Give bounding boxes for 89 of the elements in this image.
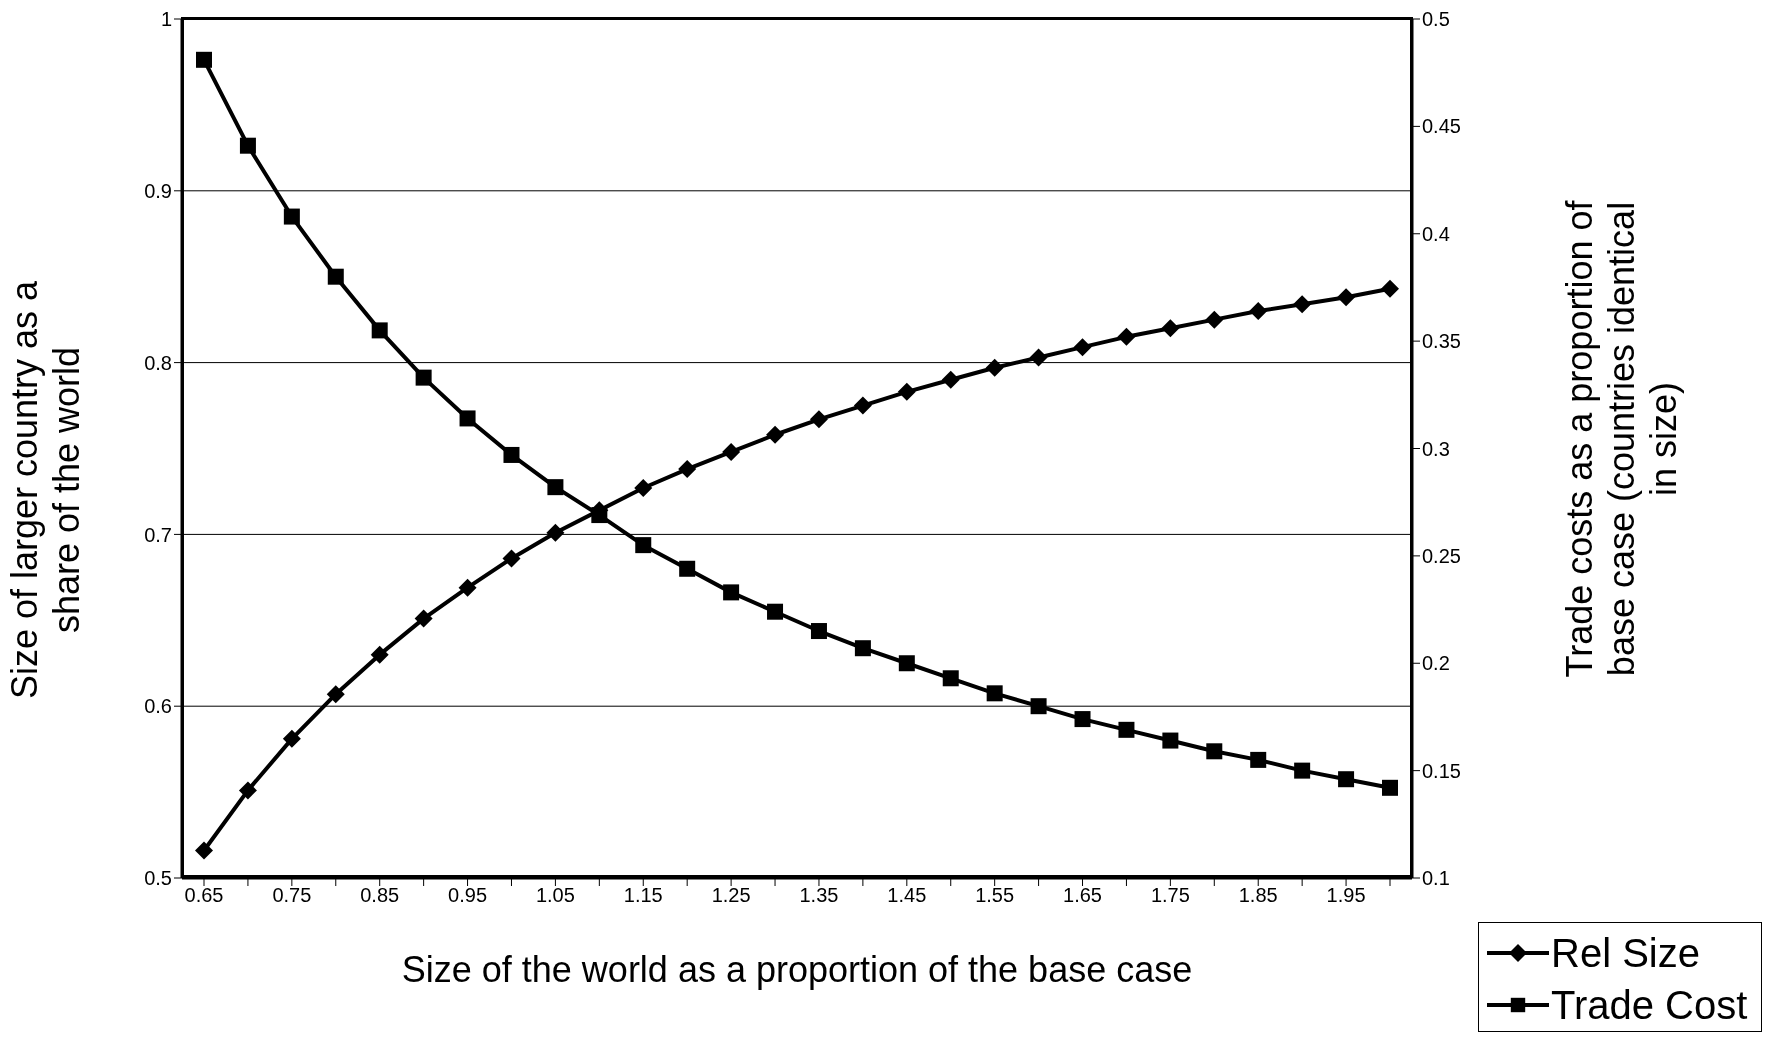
point [195,841,213,860]
x-tick-label: 1.65 [1063,884,1102,907]
point [327,268,344,285]
x-tick-label: 1.05 [535,884,575,907]
point [679,560,696,577]
x-tick-label: 0.65 [184,884,224,907]
x-tick-label: 1.25 [711,884,751,907]
point [810,623,827,640]
point [722,442,741,461]
point [546,523,565,542]
point [985,358,1004,377]
point [942,670,959,687]
point [941,370,960,389]
point [898,655,915,672]
point [1293,295,1312,314]
point [282,729,301,748]
y2-tick-label: 0.45 [1422,115,1461,138]
point [678,460,697,479]
x-tick-label: 1.35 [799,884,839,907]
point [414,609,433,628]
point [1338,771,1355,788]
y-tick-label: 0.7 [144,523,172,546]
point [897,382,916,401]
point [547,479,564,496]
point [283,208,300,225]
y-tick-label: 0.5 [144,867,172,890]
point [1337,288,1356,307]
y2-axis-title: Trade costs as a proportion of base case (countries identical in size) [1559,199,1684,678]
point [326,685,345,704]
x-tick-label: 1.45 [887,884,927,907]
x-tick-label: 0.85 [360,884,400,907]
point [1205,310,1224,329]
point [503,446,520,463]
point [371,322,388,339]
point [459,410,476,427]
x-tick-label: 1.15 [623,884,663,907]
y2-tick-label: 0.5 [1422,8,1450,31]
y-tick-label: 0.9 [144,179,172,202]
y2-tick-label: 0.35 [1422,330,1461,353]
point [766,425,785,444]
point [196,51,212,68]
point [1294,762,1311,779]
y2-tick-label: 0.2 [1422,652,1450,675]
legend-label: Rel Size [1551,930,1700,977]
point [767,603,784,620]
x-tick-label: 0.75 [272,884,312,907]
y2-tick-label: 0.4 [1422,222,1450,245]
x-tick-label: 1.95 [1326,884,1366,907]
x-tick-label: 1.75 [1150,884,1190,907]
x-tick-label: 0.95 [448,884,488,907]
point [591,507,608,524]
y2-tick-label: 0.1 [1422,867,1450,890]
y-tick-label: 0.6 [144,695,172,718]
point [239,137,256,154]
point [1074,711,1091,728]
point [238,781,257,800]
point [1117,327,1136,346]
point [502,549,521,568]
point [1073,338,1092,357]
point [853,396,872,415]
point [854,640,871,657]
point [1030,698,1047,715]
point [458,578,477,597]
point [1250,751,1267,768]
point [986,685,1003,702]
x-tick-label: 1.55 [975,884,1015,907]
point [1161,319,1180,338]
y2-tick-label: 0.3 [1422,437,1450,460]
point [1381,279,1399,298]
point [1029,348,1048,367]
point [415,369,432,386]
point [1206,743,1223,760]
x-tick-label: 1.85 [1238,884,1278,907]
point [370,645,389,664]
point [1162,732,1179,749]
point [1382,779,1398,796]
point [723,584,740,601]
y-tick-label: 1 [160,8,172,31]
point [1249,302,1268,321]
y-axis-title: Size of larger country as a share of the world [4,279,87,700]
y-tick-label: 0.8 [144,351,172,374]
legend-label: Trade Cost [1551,982,1748,1029]
x-axis-title: Size of the world as a proportion of the base case [401,949,1193,990]
y2-tick-label: 0.15 [1422,759,1461,782]
point [809,410,828,429]
point [634,479,653,498]
y2-tick-label: 0.25 [1422,544,1461,567]
point [635,537,652,554]
point [1118,721,1135,738]
